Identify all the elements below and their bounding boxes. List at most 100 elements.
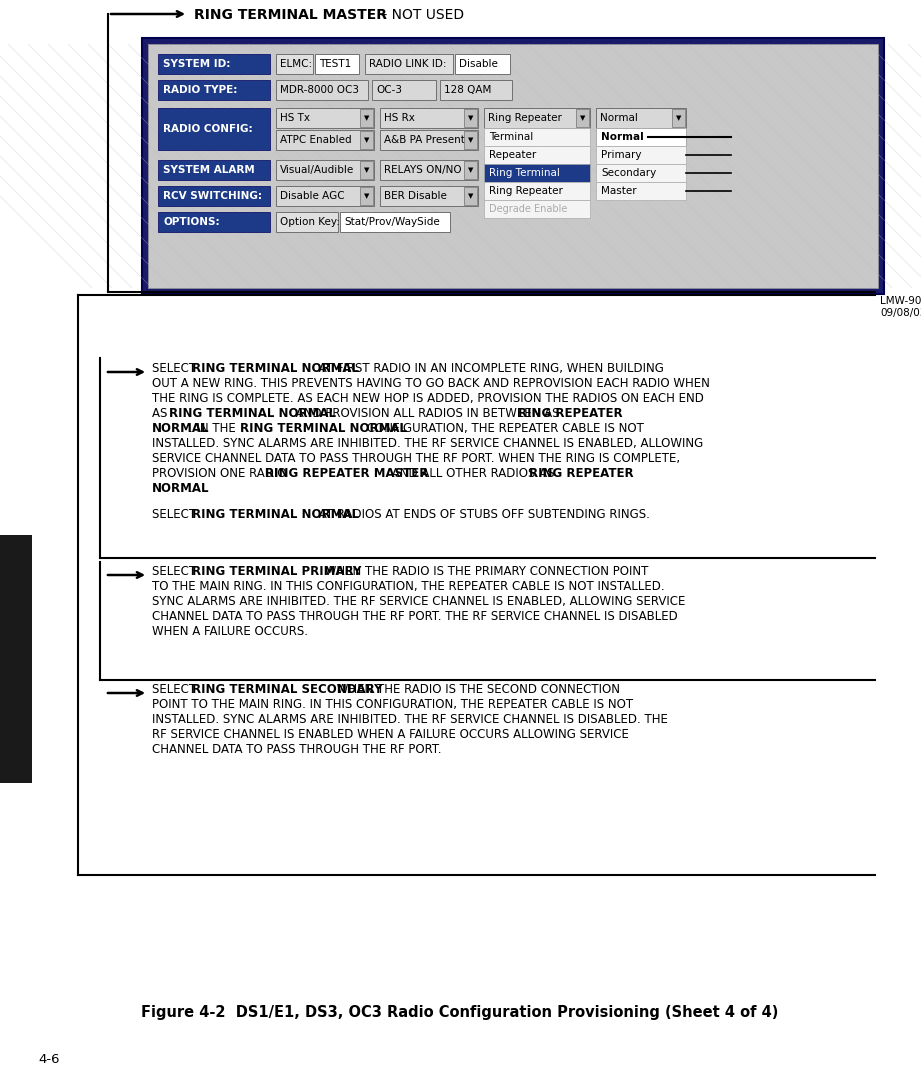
Text: TEST1: TEST1 — [319, 59, 351, 69]
Text: LMW-9089
09/08/03: LMW-9089 09/08/03 — [880, 296, 921, 318]
Text: 128 QAM: 128 QAM — [444, 85, 492, 95]
Text: RING TERMINAL NORMAL: RING TERMINAL NORMAL — [192, 508, 358, 521]
Text: RING TERMINAL PRIMARY: RING TERMINAL PRIMARY — [192, 565, 361, 578]
Text: Visual/Audible: Visual/Audible — [280, 165, 355, 175]
Text: THE RING IS COMPLETE. AS EACH NEW HOP IS ADDED, PROVISION THE RADIOS ON EACH END: THE RING IS COMPLETE. AS EACH NEW HOP IS… — [152, 392, 704, 405]
Text: WHEN THE RADIO IS THE PRIMARY CONNECTION POINT: WHEN THE RADIO IS THE PRIMARY CONNECTION… — [321, 565, 648, 578]
Bar — [464, 131, 477, 149]
Text: SERVICE CHANNEL DATA TO PASS THROUGH THE RF PORT. WHEN THE RING IS COMPLETE,: SERVICE CHANNEL DATA TO PASS THROUGH THE… — [152, 452, 680, 465]
Text: 4-6: 4-6 — [38, 1053, 60, 1066]
Text: Terminal: Terminal — [489, 132, 533, 142]
Text: ▼: ▼ — [676, 115, 682, 121]
Text: Station Alarm 13-16: Station Alarm 13-16 — [487, 163, 578, 172]
Text: Disable: Disable — [459, 59, 498, 69]
Bar — [464, 109, 477, 126]
Text: RING REPEATER MASTER: RING REPEATER MASTER — [265, 467, 428, 480]
Bar — [596, 164, 686, 182]
Text: TO THE MAIN RING. IN THIS CONFIGURATION, THE REPEATER CABLE IS NOT INSTALLED.: TO THE MAIN RING. IN THIS CONFIGURATION,… — [152, 580, 665, 593]
Bar — [484, 200, 590, 218]
Text: HS Tx: HS Tx — [280, 114, 310, 123]
Bar — [315, 54, 359, 74]
Text: Secondary: Secondary — [601, 168, 657, 178]
Bar — [596, 128, 686, 146]
Bar — [464, 187, 477, 205]
Text: Primary: Primary — [601, 150, 642, 160]
Bar — [455, 54, 510, 74]
Text: OPTIONS:: OPTIONS: — [163, 217, 219, 227]
Text: AND ALL OTHER RADIOS AS: AND ALL OTHER RADIOS AS — [388, 467, 558, 480]
Text: ▼: ▼ — [364, 193, 369, 199]
Bar — [380, 130, 478, 150]
Bar — [484, 164, 590, 182]
Text: SYSTEM ALARM: SYSTEM ALARM — [163, 165, 255, 175]
Text: RADIO TYPE:: RADIO TYPE: — [163, 85, 238, 95]
Text: CONFIGURATION, THE REPEATER CABLE IS NOT: CONFIGURATION, THE REPEATER CABLE IS NOT — [363, 422, 644, 435]
Bar — [276, 80, 368, 101]
Text: POINT TO THE MAIN RING. IN THIS CONFIGURATION, THE REPEATER CABLE IS NOT: POINT TO THE MAIN RING. IN THIS CONFIGUR… — [152, 698, 633, 711]
Bar — [372, 80, 436, 101]
Text: Repeater: Repeater — [489, 150, 536, 160]
Bar — [380, 160, 478, 181]
Text: RF SERVICE CHANNEL IS ENABLED WHEN A FAILURE OCCURS ALLOWING SERVICE: RF SERVICE CHANNEL IS ENABLED WHEN A FAI… — [152, 728, 629, 740]
Text: AS: AS — [152, 408, 171, 421]
Text: Ring Terminal: Ring Terminal — [489, 168, 560, 178]
Text: RCV SWITCHING:: RCV SWITCHING: — [163, 191, 262, 201]
Text: Ring Repeater: Ring Repeater — [489, 186, 563, 196]
Text: Master: Master — [601, 186, 636, 196]
Text: SELECT: SELECT — [152, 508, 200, 521]
Text: RING TERMINAL NORMAL: RING TERMINAL NORMAL — [169, 408, 336, 421]
Bar — [158, 212, 270, 232]
Text: RADIO CONFIG:: RADIO CONFIG: — [163, 124, 252, 134]
Bar — [276, 212, 338, 232]
Text: ▼: ▼ — [468, 166, 473, 173]
Text: Figure 4-2  DS1/E1, DS3, OC3 Radio Configuration Provisioning (Sheet 4 of 4): Figure 4-2 DS1/E1, DS3, OC3 Radio Config… — [141, 1005, 778, 1020]
Text: OUT A NEW RING. THIS PREVENTS HAVING TO GO BACK AND REPROVISION EACH RADIO WHEN: OUT A NEW RING. THIS PREVENTS HAVING TO … — [152, 377, 710, 390]
Bar — [276, 186, 374, 206]
Bar — [464, 161, 477, 179]
Bar — [340, 212, 450, 232]
Bar — [484, 182, 590, 200]
Text: Stat/Prov/WaySide: Stat/Prov/WaySide — [344, 217, 439, 227]
Bar — [142, 38, 884, 294]
Text: NORMAL: NORMAL — [152, 482, 209, 495]
Text: RING TERMINAL SECONDARY: RING TERMINAL SECONDARY — [192, 683, 382, 696]
Text: . IN THE: . IN THE — [189, 422, 239, 435]
Bar — [0, 535, 32, 783]
Text: RING REPEATER: RING REPEATER — [518, 408, 623, 421]
Bar — [360, 131, 373, 149]
Text: AT RADIOS AT ENDS OF STUBS OFF SUBTENDING RINGS.: AT RADIOS AT ENDS OF STUBS OFF SUBTENDIN… — [315, 508, 649, 521]
Text: ▼: ▼ — [364, 137, 369, 143]
Text: CHANNEL DATA TO PASS THROUGH THE RF PORT.: CHANNEL DATA TO PASS THROUGH THE RF PORT… — [152, 743, 441, 756]
Text: INSTALLED. SYNC ALARMS ARE INHIBITED. THE RF SERVICE CHANNEL IS DISABLED. THE: INSTALLED. SYNC ALARMS ARE INHIBITED. TH… — [152, 713, 668, 726]
Text: .: . — [189, 482, 192, 495]
Bar — [440, 80, 512, 101]
Text: RELAYS ON/NO: RELAYS ON/NO — [384, 165, 461, 175]
Text: ▼: ▼ — [364, 115, 369, 121]
Text: Normal: Normal — [601, 132, 644, 142]
Bar — [158, 160, 270, 181]
Text: SYSTEM ID:: SYSTEM ID: — [163, 59, 230, 69]
Bar — [380, 186, 478, 206]
Text: ATPC Enabled: ATPC Enabled — [280, 135, 352, 145]
Text: WHEN THE RADIO IS THE SECOND CONNECTION: WHEN THE RADIO IS THE SECOND CONNECTION — [333, 683, 620, 696]
Bar — [596, 108, 686, 128]
Bar — [596, 146, 686, 164]
Text: INSTALLED. SYNC ALARMS ARE INHIBITED. THE RF SERVICE CHANNEL IS ENABLED, ALLOWIN: INSTALLED. SYNC ALARMS ARE INHIBITED. TH… — [152, 437, 704, 450]
Text: ELMC:: ELMC: — [280, 59, 312, 69]
Bar — [360, 187, 373, 205]
Text: RADIO LINK ID:: RADIO LINK ID: — [369, 59, 447, 69]
Text: ▼: ▼ — [468, 137, 473, 143]
Bar — [484, 146, 590, 164]
Text: BER Disable: BER Disable — [384, 191, 447, 201]
Bar — [276, 108, 374, 128]
Bar — [365, 54, 453, 74]
Bar — [360, 161, 373, 179]
Text: ▼: ▼ — [364, 166, 369, 173]
Text: ▼: ▼ — [468, 115, 473, 121]
Bar — [158, 186, 270, 206]
Text: Ring Repeater: Ring Repeater — [488, 114, 562, 123]
Text: RING TERMINAL NORMAL: RING TERMINAL NORMAL — [192, 362, 358, 375]
Text: Degrade Enable: Degrade Enable — [487, 187, 560, 197]
Bar — [276, 160, 374, 181]
Text: SELECT: SELECT — [152, 362, 200, 375]
